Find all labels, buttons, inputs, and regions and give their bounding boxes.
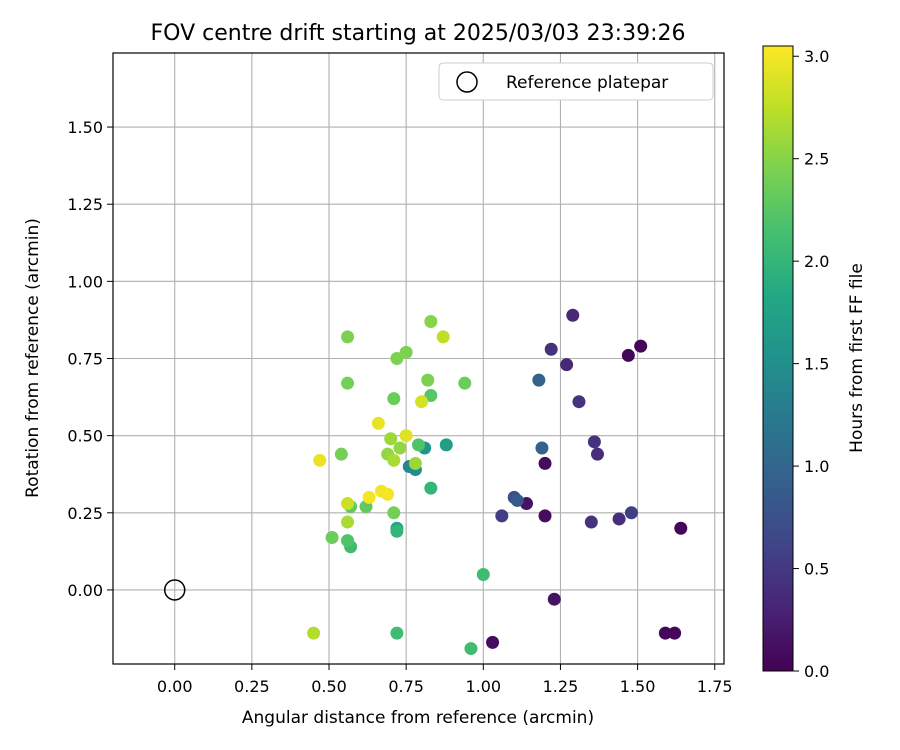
y-axis-ticks: 0.00 0.25 0.50 0.75 1.00 1.25 1.50	[67, 118, 113, 600]
data-point	[668, 626, 682, 640]
y-tick-label: 1.25	[67, 195, 103, 214]
data-point	[486, 635, 500, 649]
data-point	[387, 506, 401, 520]
x-tick-label: 0.25	[234, 677, 270, 696]
data-point	[390, 352, 404, 365]
data-point	[621, 348, 635, 362]
colorbar-label: Hours from first FF file	[847, 263, 867, 453]
reference-point-marker	[163, 579, 186, 601]
y-tick-label: 0.00	[67, 581, 103, 600]
data-point	[424, 314, 438, 328]
colorbar-tick-label: 3.0	[804, 47, 829, 66]
data-point	[538, 456, 552, 470]
x-tick-label: 0.00	[157, 677, 193, 696]
data-point	[387, 453, 401, 467]
chart-title: FOV centre drift starting at 2025/03/03 …	[151, 21, 686, 46]
data-point	[390, 626, 404, 640]
data-point	[313, 453, 327, 467]
data-point	[325, 530, 339, 544]
data-points	[307, 308, 688, 656]
data-point	[624, 506, 638, 520]
grid-lines	[113, 53, 724, 664]
data-point	[634, 339, 648, 353]
data-point	[412, 438, 425, 452]
colorbar-tick-label: 2.0	[804, 252, 829, 271]
x-axis-ticks: 0.00 0.25 0.50 0.75 1.00 1.25 1.50 1.75	[157, 664, 733, 696]
x-tick-label: 0.75	[388, 677, 424, 696]
y-tick-label: 1.50	[67, 118, 103, 137]
colorbar-tick-label: 2.5	[804, 150, 829, 169]
data-point	[476, 568, 490, 582]
data-point	[421, 373, 435, 387]
data-point	[436, 330, 450, 344]
reference-marker	[163, 579, 186, 601]
data-point	[371, 416, 385, 430]
legend-box	[438, 62, 714, 101]
y-tick-label: 0.25	[67, 504, 103, 523]
data-point	[560, 358, 574, 372]
data-point	[408, 456, 422, 470]
data-point	[464, 642, 478, 656]
x-tick-label: 1.50	[620, 677, 656, 696]
data-point	[544, 342, 558, 356]
data-point	[566, 308, 580, 322]
x-tick-label: 1.25	[543, 677, 579, 696]
data-point	[341, 497, 355, 511]
data-point	[362, 490, 376, 504]
colorbar-tick-label: 1.5	[804, 355, 829, 374]
colorbar-ticks: 0.0 0.5 1.0 1.5 2.0 2.5 3.0	[793, 47, 829, 681]
data-point	[535, 441, 549, 455]
data-point	[572, 395, 586, 409]
data-point	[538, 509, 552, 523]
colorbar: 0.0 0.5 1.0 1.5 2.0 2.5 3.0 Hours from first F…	[762, 45, 867, 681]
data-point	[584, 515, 598, 529]
data-point	[510, 493, 524, 507]
y-tick-label: 0.50	[67, 427, 103, 446]
data-point	[399, 345, 413, 359]
data-point	[587, 435, 601, 449]
legend: Reference platepar	[438, 62, 714, 101]
data-point	[399, 429, 413, 443]
data-point	[424, 481, 438, 495]
data-point	[415, 395, 429, 409]
x-tick-label: 0.50	[311, 677, 347, 696]
colorbar-tick-label: 0.5	[804, 560, 829, 579]
y-axis-label: Rotation from reference (arcmin)	[23, 218, 43, 498]
data-point	[590, 447, 604, 461]
data-point	[341, 376, 355, 390]
data-point	[424, 389, 438, 403]
data-point	[307, 626, 321, 640]
data-point	[387, 392, 401, 406]
legend-marker-icon	[456, 71, 478, 93]
data-point	[381, 487, 395, 501]
y-tick-label: 1.00	[67, 272, 103, 291]
colorbar-tick-label: 0.0	[804, 662, 829, 681]
x-axis-label: Angular distance from reference (arcmin)	[242, 708, 594, 728]
data-point	[547, 592, 561, 606]
data-point	[495, 509, 509, 523]
data-point	[384, 432, 398, 446]
x-tick-label: 1.75	[697, 677, 733, 696]
data-point	[439, 438, 453, 452]
y-tick-label: 0.75	[67, 350, 103, 369]
data-point	[458, 376, 472, 390]
data-point	[674, 521, 688, 535]
data-point	[532, 373, 546, 387]
data-point	[334, 447, 348, 461]
data-point	[612, 512, 626, 526]
x-tick-label: 1.00	[465, 677, 501, 696]
data-point	[341, 515, 355, 529]
colorbar-tick-label: 1.0	[804, 457, 829, 476]
data-point	[393, 441, 407, 455]
data-point	[390, 524, 404, 538]
legend-entry: Reference platepar	[506, 73, 668, 93]
data-point	[658, 626, 672, 640]
colorbar-gradient	[762, 45, 794, 672]
data-point	[341, 330, 355, 344]
data-point	[341, 534, 355, 548]
